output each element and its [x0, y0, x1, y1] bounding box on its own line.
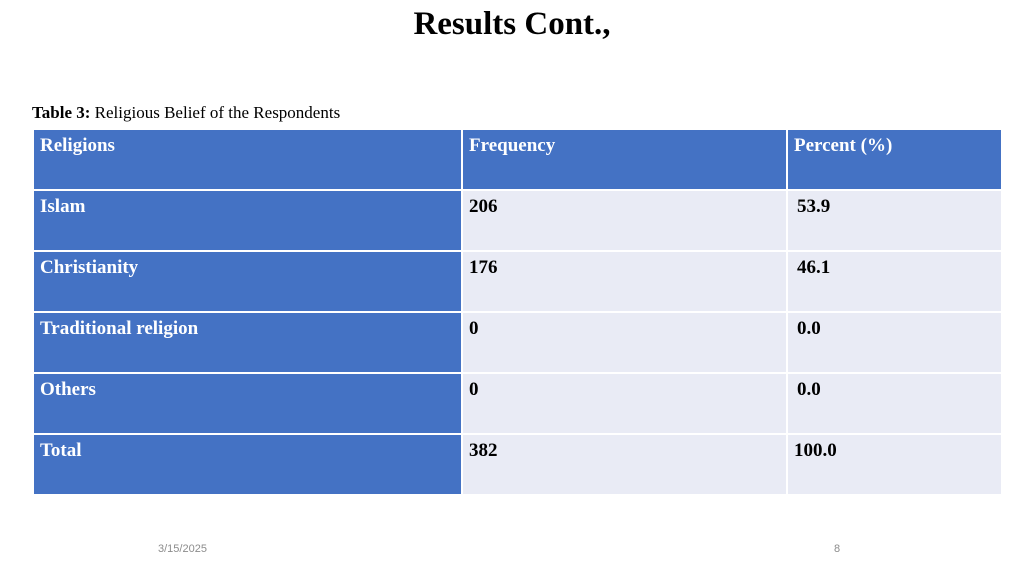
header-religions: Religions — [32, 128, 463, 191]
frequency-cell: 0 — [461, 311, 788, 374]
table-caption: Table 3: Religious Belief of the Respond… — [32, 103, 340, 123]
table-row: Christianity 176 46.1 — [32, 250, 1003, 313]
footer-date: 3/15/2025 — [158, 543, 207, 555]
table-row: Islam 206 53.9 — [32, 189, 1003, 252]
table-row-total: Total 382 100.0 — [32, 433, 1003, 496]
frequency-cell: 176 — [461, 250, 788, 313]
percent-cell: 53.9 — [786, 189, 1003, 252]
table-header-row: Religions Frequency Percent (%) — [32, 128, 1003, 191]
table-row: Traditional religion 0 0.0 — [32, 311, 1003, 374]
percent-cell: 46.1 — [786, 250, 1003, 313]
table-row: Others 0 0.0 — [32, 372, 1003, 435]
frequency-cell: 382 — [461, 433, 788, 496]
frequency-cell: 0 — [461, 372, 788, 435]
percent-cell: 0.0 — [786, 372, 1003, 435]
religion-cell: Islam — [32, 189, 463, 252]
header-percent: Percent (%) — [786, 128, 1003, 191]
religion-cell: Traditional religion — [32, 311, 463, 374]
header-frequency: Frequency — [461, 128, 788, 191]
frequency-cell: 206 — [461, 189, 788, 252]
slide-title: Results Cont., — [413, 6, 611, 42]
footer-page-number: 8 — [834, 543, 841, 555]
religion-cell: Christianity — [32, 250, 463, 313]
religion-table: Religions Frequency Percent (%) Islam 20… — [32, 128, 1003, 496]
table-caption-text: Religious Belief of the Respondents — [90, 103, 341, 122]
religion-cell: Total — [32, 433, 463, 496]
percent-cell: 0.0 — [786, 311, 1003, 374]
religion-cell: Others — [32, 372, 463, 435]
table-caption-label: Table 3: — [32, 103, 91, 122]
percent-cell: 100.0 — [786, 433, 1003, 496]
